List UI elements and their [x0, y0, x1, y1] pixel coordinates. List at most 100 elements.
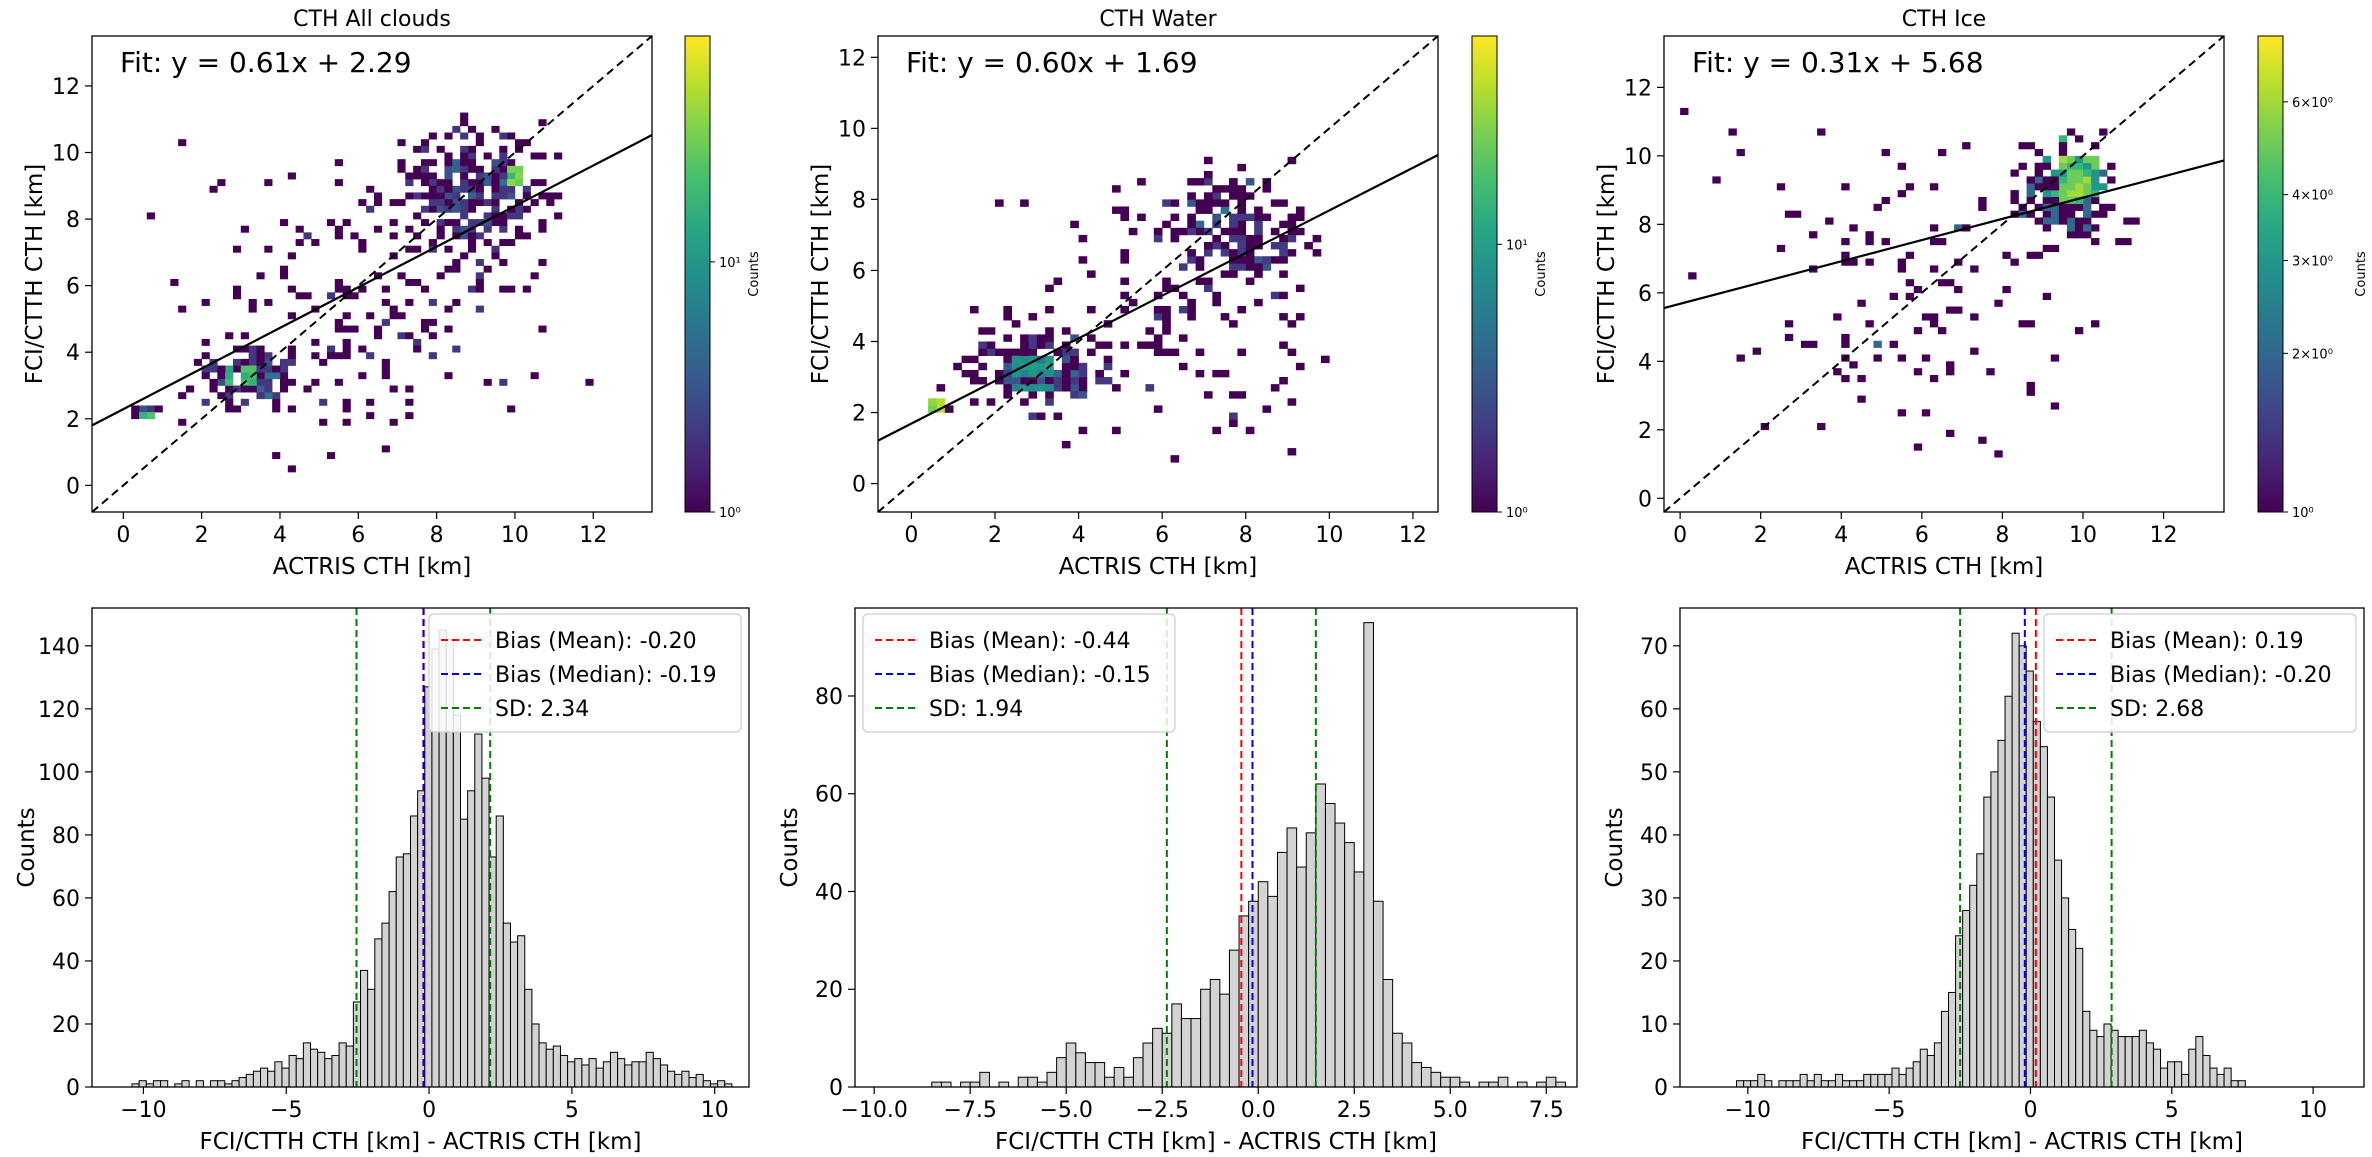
histogram-bar	[1430, 1071, 1442, 1088]
colorbar-tick-label: 10⁰	[2292, 506, 2314, 521]
histogram-bar	[1912, 1061, 1921, 1088]
histogram-bar	[940, 1081, 952, 1088]
density-cell	[444, 172, 453, 180]
density-cell	[405, 332, 414, 340]
histogram-bar	[2237, 1080, 2246, 1088]
density-cell	[2050, 244, 2060, 253]
density-cell	[436, 225, 445, 233]
density-cell	[436, 232, 445, 240]
density-cell	[507, 192, 516, 200]
density-cell	[530, 272, 539, 280]
density-cell	[248, 365, 257, 373]
histogram-bar	[1344, 842, 1355, 1088]
density-cell	[1170, 213, 1180, 222]
density-cell	[2082, 190, 2092, 198]
density-cell	[287, 312, 296, 320]
x-axis-label: FCI/CTTH CTH [km] - ACTRIS CTH [km]	[995, 1129, 1437, 1155]
density-cell	[2058, 155, 2068, 164]
density-cell	[1070, 355, 1079, 364]
histogram-bar	[509, 941, 519, 1088]
density-cell	[2050, 190, 2060, 198]
y-axis-label: Counts	[777, 807, 803, 887]
density-cell	[1120, 277, 1130, 285]
y-tick-label: 4	[852, 330, 866, 355]
density-cell	[1841, 375, 1850, 383]
density-cell	[491, 252, 500, 260]
density-cell	[303, 292, 312, 300]
density-cell	[1929, 224, 1939, 232]
density-cell	[131, 412, 140, 420]
density-cell	[2066, 176, 2076, 184]
density-cell	[1003, 348, 1013, 357]
density-cell	[405, 225, 414, 233]
density-cell	[1865, 231, 1874, 239]
density-cell	[2099, 183, 2108, 191]
density-cell	[2107, 203, 2116, 211]
density-cell	[334, 378, 343, 386]
density-cell	[279, 385, 289, 393]
histogram-bar	[1027, 1076, 1038, 1088]
density-cell	[2050, 217, 2060, 225]
density-cell	[452, 159, 461, 167]
density-cell	[1245, 242, 1255, 250]
density-cell	[1028, 341, 1038, 349]
density-cell	[1003, 377, 1013, 385]
density-cell	[444, 132, 453, 140]
density-cell	[381, 365, 390, 373]
density-cell	[2107, 176, 2116, 184]
density-cell	[1020, 384, 1029, 392]
histogram-bar	[617, 1058, 626, 1088]
y-tick-label: 60	[52, 887, 80, 912]
density-cell	[499, 192, 508, 200]
density-cell	[491, 205, 500, 213]
density-cell	[2066, 203, 2076, 211]
density-cell	[185, 385, 195, 393]
density-cell	[1913, 285, 1923, 294]
density-cell	[1170, 348, 1180, 357]
histogram-bar	[374, 938, 383, 1088]
density-cell	[1736, 149, 1745, 157]
density-cell	[2082, 203, 2092, 211]
density-cell	[389, 219, 398, 227]
density-cell	[1112, 185, 1121, 193]
density-cell	[311, 352, 320, 360]
histogram-bar	[2124, 1036, 2133, 1088]
density-cell	[1994, 299, 2003, 307]
density-cell	[1254, 220, 1263, 229]
density-cell	[1978, 196, 1987, 205]
histogram-bar	[581, 1064, 590, 1088]
density-cell	[953, 362, 962, 371]
density-cell	[319, 398, 328, 406]
colorbar	[2257, 35, 2284, 513]
density-cell	[248, 298, 257, 306]
density-cell	[1229, 263, 1238, 271]
density-cell	[1946, 306, 1955, 314]
density-cell	[1011, 369, 1021, 378]
fit-line	[1664, 159, 2224, 310]
density-cell	[1841, 183, 1850, 191]
density-cell	[1287, 234, 1297, 243]
density-cell	[1279, 341, 1288, 349]
colorbar-tick-label: 2×10⁰	[2292, 347, 2333, 362]
y-tick-label: 40	[815, 880, 843, 905]
density-cell	[358, 239, 367, 247]
density-cell	[1020, 341, 1029, 349]
colorbar-tick-label: 10¹	[1506, 238, 1528, 253]
density-cell	[2042, 155, 2052, 164]
density-cell	[969, 369, 979, 378]
density-cell	[303, 385, 312, 393]
y-tick-label: 60	[815, 783, 843, 808]
x-tick-label: 12	[579, 523, 607, 548]
histogram-bar	[459, 818, 469, 1088]
histogram-bar	[1296, 866, 1307, 1088]
density-cell	[373, 325, 383, 333]
density-cell	[444, 159, 453, 167]
histogram-bar	[545, 1048, 554, 1088]
density-cell	[436, 185, 445, 193]
density-cell	[483, 152, 492, 160]
density-cell	[499, 165, 508, 173]
density-cell	[1800, 340, 1810, 348]
histogram-bar	[2004, 695, 2013, 1088]
density-cell	[225, 365, 234, 373]
